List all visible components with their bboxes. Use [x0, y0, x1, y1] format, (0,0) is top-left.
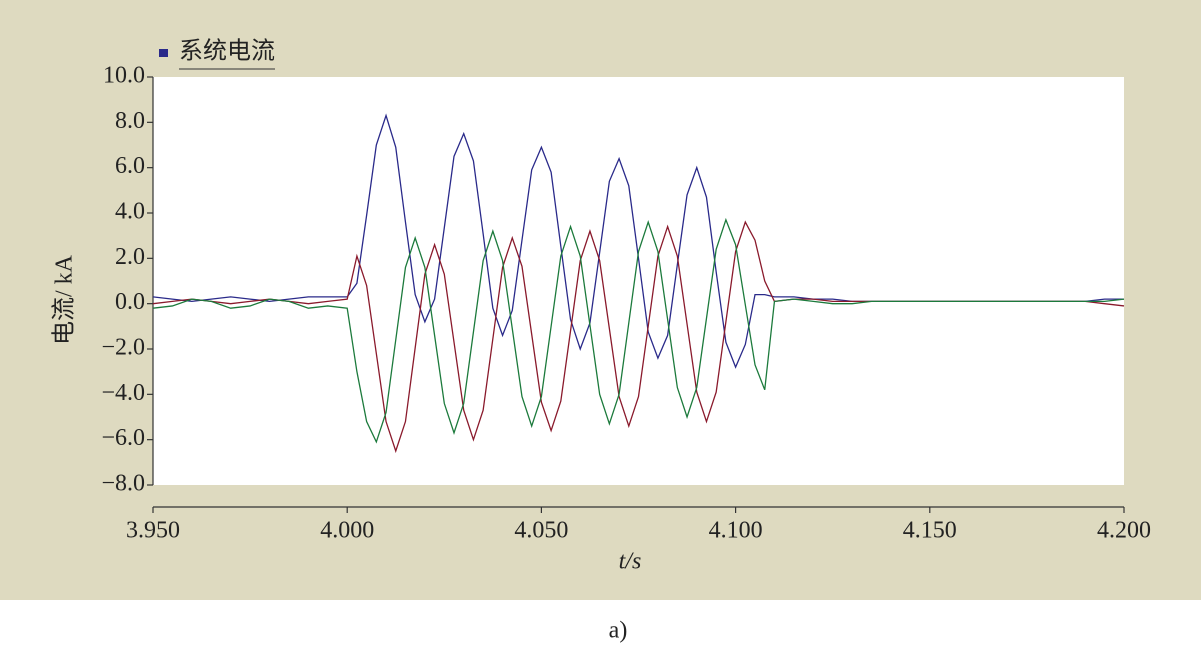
x-tick-label: 4.100	[709, 518, 763, 544]
legend-label: 系统电流	[179, 38, 275, 65]
y-tick-label: −6.0	[101, 425, 145, 451]
x-tick-label: 4.000	[320, 518, 374, 544]
y-tick-label: 2.0	[115, 244, 145, 270]
y-tick-label: 0.0	[115, 289, 145, 315]
y-tick-label: 10.0	[103, 63, 145, 89]
y-tick-label: −4.0	[101, 380, 145, 406]
x-tick-label: 3.950	[126, 518, 180, 544]
x-tick-label: 4.050	[514, 518, 568, 544]
plot-area	[153, 77, 1124, 485]
y-tick-label: 4.0	[115, 199, 145, 225]
y-tick-label: −2.0	[101, 335, 145, 361]
y-tick-label: 8.0	[115, 108, 145, 134]
y-axis-label: 电流/ kA	[51, 254, 78, 345]
series-line	[152, 217, 1125, 444]
x-tick-label: 4.200	[1097, 518, 1151, 544]
y-tick-label: 6.0	[115, 153, 145, 179]
caption: a)	[609, 618, 628, 644]
x-axis-label: t/s	[619, 549, 642, 575]
legend-marker	[159, 49, 168, 57]
x-tick-label: 4.150	[903, 518, 957, 544]
y-tick-label: −8.0	[101, 471, 145, 497]
